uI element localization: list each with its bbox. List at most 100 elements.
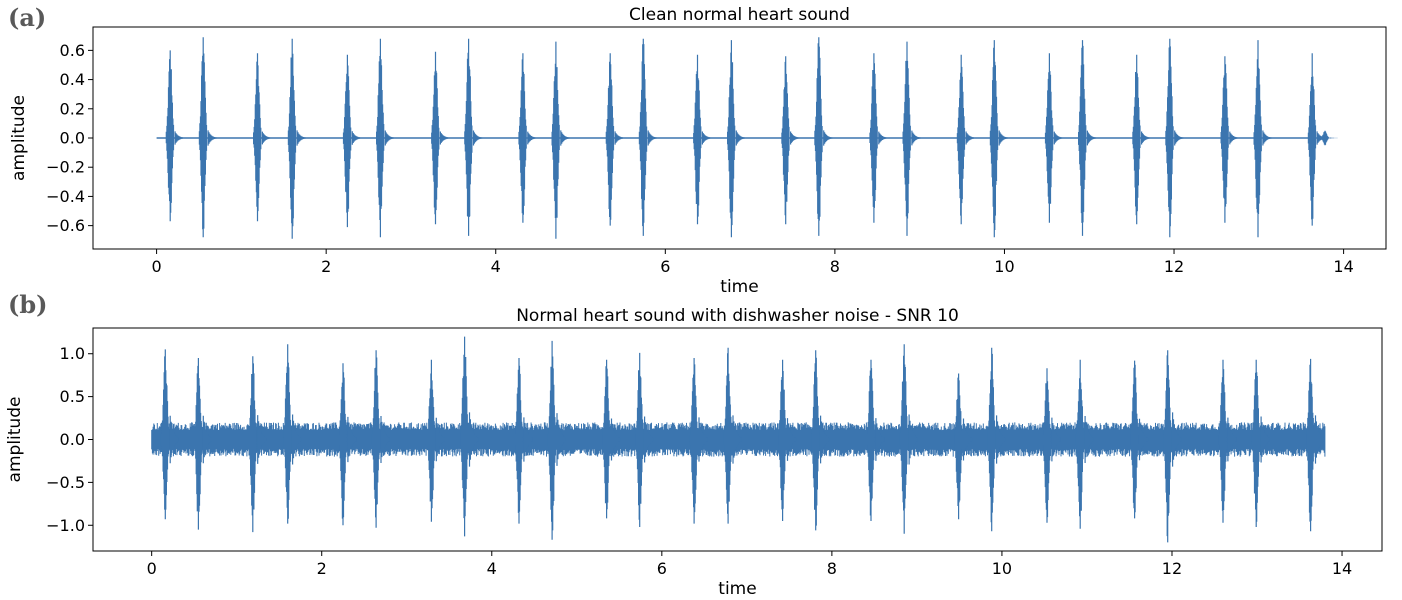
heart-sound-burst <box>194 358 212 530</box>
y-tick-label: −1.0 <box>46 516 85 535</box>
burst-trace <box>693 54 712 225</box>
burst-trace <box>342 54 361 228</box>
burst-trace <box>1078 40 1097 236</box>
burst-trace <box>1132 54 1151 225</box>
x-tick-label: 0 <box>147 559 157 578</box>
signal-trace <box>156 37 1338 239</box>
burst-trace <box>547 340 566 540</box>
burst-trace <box>727 40 745 238</box>
heart-sound-burst <box>287 38 306 239</box>
heart-sound-burst <box>1220 56 1239 223</box>
burst-trace <box>811 350 830 531</box>
heart-sound-burst <box>1306 358 1325 532</box>
burst-trace <box>1306 358 1325 532</box>
burst-trace <box>1042 368 1061 523</box>
heart-sound-burst <box>727 40 745 238</box>
heart-sound-burst <box>1253 40 1272 238</box>
burst-trace <box>1218 359 1237 523</box>
panel-a-label: (a) <box>8 3 47 32</box>
burst-trace <box>253 53 272 222</box>
heart-sound-burst <box>518 53 537 223</box>
heart-sound-burst <box>371 350 390 528</box>
heart-sound-burst <box>869 53 888 223</box>
heart-sound-burst <box>431 51 450 225</box>
burst-trace <box>723 347 742 524</box>
burst-trace <box>371 350 390 528</box>
burst-trace <box>956 54 975 225</box>
y-tick-label: 0.4 <box>60 70 85 89</box>
heart-sound-burst <box>342 54 361 228</box>
y-tick-label: 0.6 <box>60 41 85 60</box>
burst-trace <box>165 50 184 222</box>
heart-sound-burst <box>989 40 1008 238</box>
heart-sound-burst <box>605 53 624 226</box>
heart-sound-burst <box>1218 359 1237 523</box>
burst-trace <box>198 37 217 238</box>
chart-title: Clean normal heart sound <box>629 5 850 25</box>
y-tick-label: 1.0 <box>60 344 85 363</box>
burst-trace <box>781 56 800 225</box>
burst-trace <box>551 41 570 239</box>
y-tick-label: 0.2 <box>60 99 85 118</box>
burst-trace <box>460 336 479 537</box>
burst-trace <box>338 363 357 526</box>
x-tick-label: 14 <box>1333 257 1353 276</box>
burst-trace <box>1251 359 1270 527</box>
heart-sound-burst <box>1251 359 1270 527</box>
x-tick-label: 6 <box>657 559 667 578</box>
heart-sound-burst <box>814 37 833 236</box>
burst-trace <box>1165 38 1184 238</box>
y-axis-label: amplitude <box>5 397 25 483</box>
burst-trace <box>1220 56 1239 223</box>
heart-sound-burst <box>427 359 445 522</box>
heart-sound-burst <box>248 356 267 533</box>
y-tick-label: 0.0 <box>60 129 85 148</box>
heart-sound-burst <box>954 373 973 520</box>
heart-sound-burst <box>778 359 797 521</box>
burst-trace <box>1320 130 1338 146</box>
x-axis-label: time <box>720 277 758 297</box>
y-tick-label: 0.5 <box>60 387 85 406</box>
x-tick-label: 0 <box>151 257 161 276</box>
x-tick-label: 8 <box>827 559 837 578</box>
y-tick-label: −0.5 <box>46 473 85 492</box>
panel-b-label: (b) <box>8 290 48 319</box>
chart-title: Normal heart sound with dishwasher noise… <box>516 306 959 326</box>
heart-sound-burst <box>198 37 217 238</box>
burst-trace <box>248 356 267 533</box>
heart-sound-burst <box>1320 130 1338 146</box>
heart-sound-burst <box>638 38 657 236</box>
burst-trace <box>869 53 888 223</box>
x-tick-label: 8 <box>830 257 840 276</box>
burst-trace <box>1253 40 1272 238</box>
burst-trace <box>987 347 1006 532</box>
heart-sound-burst <box>693 54 712 225</box>
burst-trace <box>287 38 306 239</box>
burst-trace <box>194 358 212 530</box>
x-tick-label: 2 <box>321 257 331 276</box>
x-tick-label: 4 <box>491 257 501 276</box>
x-tick-label: 6 <box>660 257 670 276</box>
x-tick-label: 10 <box>992 559 1012 578</box>
burst-trace <box>1075 359 1094 529</box>
x-tick-label: 4 <box>487 559 497 578</box>
x-tick-label: 2 <box>317 559 327 578</box>
panel-b-chart: Normal heart sound with dishwasher noise… <box>5 306 1383 599</box>
noise-band <box>151 422 1326 457</box>
burst-trace <box>635 352 654 527</box>
heart-sound-burst <box>602 359 621 519</box>
heart-sound-burst <box>1163 350 1182 543</box>
burst-trace <box>605 53 624 226</box>
heart-sound-burst <box>1075 359 1094 529</box>
burst-trace <box>902 41 921 236</box>
x-axis-label: time <box>718 579 756 599</box>
burst-trace <box>514 358 533 524</box>
heart-sound-burst <box>460 336 479 537</box>
burst-trace <box>1130 360 1149 519</box>
burst-trace <box>427 359 445 522</box>
heart-sound-burst <box>1044 53 1063 223</box>
heart-sound-burst <box>866 359 885 521</box>
burst-trace <box>899 344 918 534</box>
heart-sound-burst <box>1165 38 1184 238</box>
